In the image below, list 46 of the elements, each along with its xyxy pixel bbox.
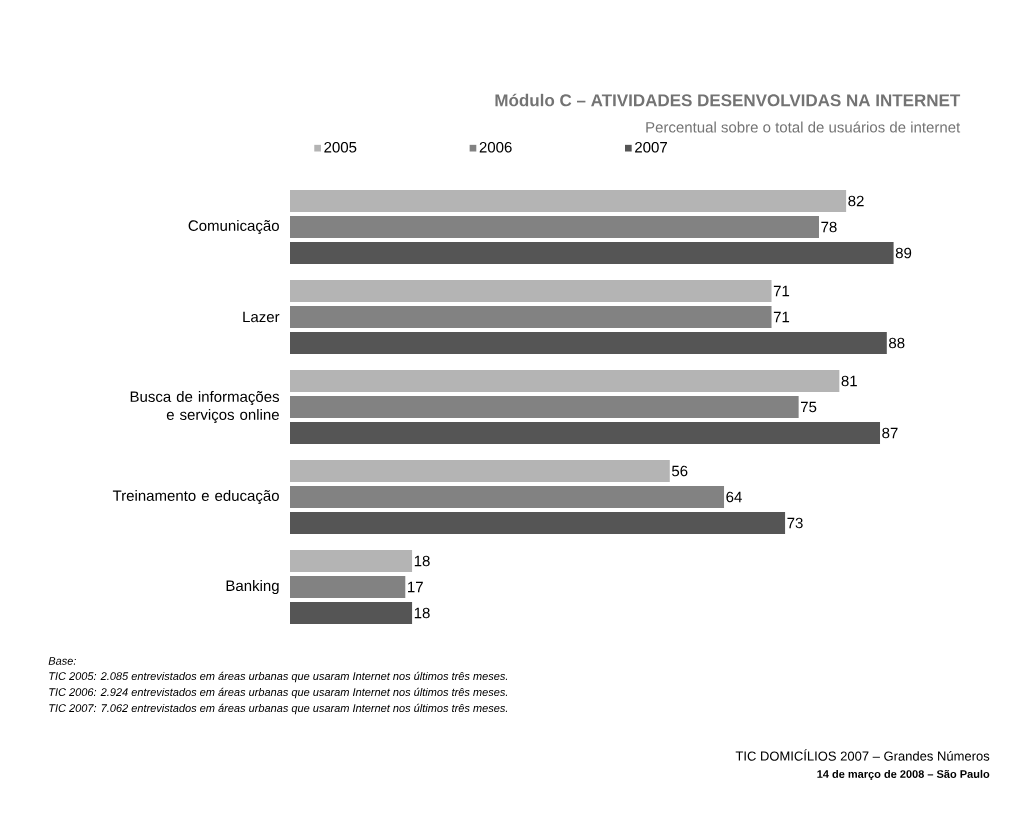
- data-label: 75: [801, 401, 817, 413]
- data-label: 56: [671, 465, 688, 477]
- legend-label: 2006: [479, 141, 512, 153]
- data-label: 64: [726, 491, 742, 503]
- bar: [290, 306, 772, 328]
- bar: [290, 332, 887, 354]
- data-label: 71: [773, 311, 790, 323]
- y-tick-label: Lazer: [243, 311, 280, 323]
- text: 14 de março de 2008 – São Paulo: [817, 769, 990, 781]
- legend-label: 2005: [324, 141, 357, 153]
- bar: [290, 370, 840, 392]
- bar: [290, 602, 413, 624]
- bar: [290, 550, 413, 572]
- data-label: 18: [414, 555, 430, 567]
- bar: [290, 242, 894, 265]
- data-label: 73: [787, 517, 803, 529]
- bar: [290, 190, 847, 212]
- data-label: 78: [821, 221, 837, 233]
- data-label: 81: [841, 375, 857, 387]
- bar: [290, 422, 881, 444]
- y-tick-label: Comunicação: [188, 219, 279, 235]
- chart-subtitle: Percentual sobre o total de usuários de internet: [646, 121, 961, 133]
- legend-label: 2007: [635, 141, 667, 153]
- text: TIC 2005: 2.085 entrevistados em áreas urbanas que usaram Internet nos últimos três meses.: [49, 671, 508, 683]
- y-tick-label: Treinamento e educação: [112, 489, 279, 505]
- bar: [290, 512, 786, 534]
- bar: [290, 396, 799, 418]
- bar: [290, 216, 819, 238]
- data-label: 18: [414, 607, 430, 619]
- data-label: 71: [773, 285, 790, 297]
- data-label: 88: [889, 337, 905, 349]
- text: TIC DOMICÍLIOS 2007 – Grandes Números: [735, 749, 990, 761]
- data-label: 17: [408, 581, 423, 593]
- data-label: 82: [848, 195, 864, 207]
- chart-title: Módulo C – ATIVIDADES DESENVOLVIDAS NA INTERNET: [495, 93, 961, 107]
- data-label: 89: [895, 247, 912, 259]
- text: TIC 2006: 2.924 entrevistados em áreas urbanas que usaram Internet nos últimos três meses.: [49, 687, 508, 699]
- text: TIC 2007: 7.062 entrevistados em áreas urbanas que usaram Internet nos últimos três meses.: [49, 703, 508, 715]
- bar: [290, 576, 406, 598]
- y-tick-label: Busca de informações e serviços online: [130, 390, 280, 424]
- data-label: 87: [882, 427, 898, 439]
- y-tick-label: Banking: [226, 580, 279, 594]
- bar: [290, 486, 725, 508]
- bar: [290, 280, 772, 302]
- text: Base:: [48, 657, 76, 665]
- bar: [290, 460, 670, 482]
